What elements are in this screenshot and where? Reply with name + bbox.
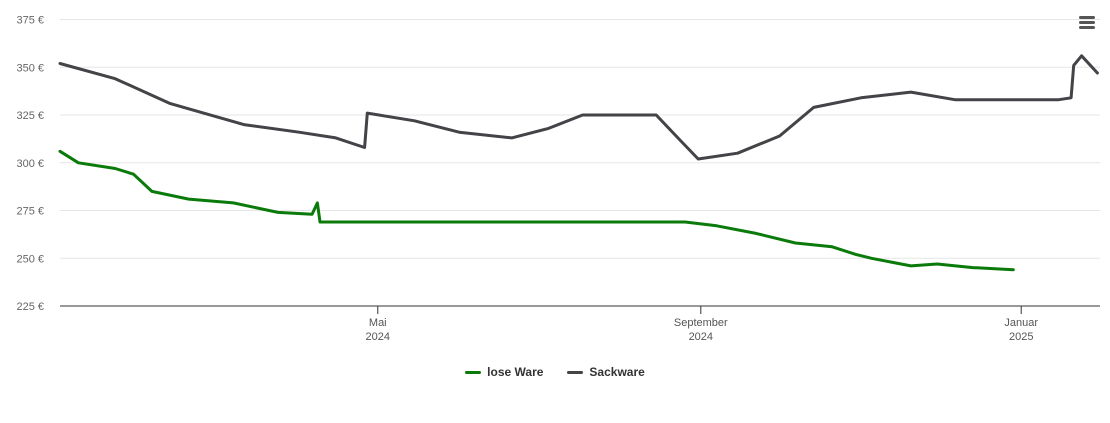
series-line-lose-ware [58,149,1015,272]
x-tick-label: Januar [1004,317,1038,329]
legend-swatch-lose-ware [465,370,482,374]
chart-menu-icon[interactable] [1076,12,1098,34]
legend-label-lose-ware: lose Ware [487,365,544,379]
series-line-sackware [58,54,1099,161]
y-tick-label: 325 € [16,110,44,122]
legend-label-sackware: Sackware [589,365,645,379]
legend-item-sackware[interactable]: Sackware [567,365,645,379]
legend-swatch-sackware [567,370,584,374]
x-tick-label: Mai [369,317,387,329]
x-tick-label: September [674,317,728,329]
x-tick-label-year: 2025 [1009,331,1033,343]
y-tick-label: 250 € [16,253,44,265]
menu-bar [1079,21,1095,24]
menu-bar [1079,16,1095,19]
y-tick-label: 300 € [16,158,44,170]
y-tick-label: 275 € [16,206,44,218]
legend-item-lose-ware[interactable]: lose Ware [465,365,543,379]
menu-bar [1079,26,1095,29]
x-tick-label-year: 2024 [366,331,390,343]
y-tick-label: 350 € [16,62,44,74]
chart-legend: lose Ware Sackware [0,365,1110,379]
x-tick-label-year: 2024 [689,331,713,343]
y-tick-label: 375 € [16,15,44,27]
y-tick-label: 225 € [16,301,44,313]
